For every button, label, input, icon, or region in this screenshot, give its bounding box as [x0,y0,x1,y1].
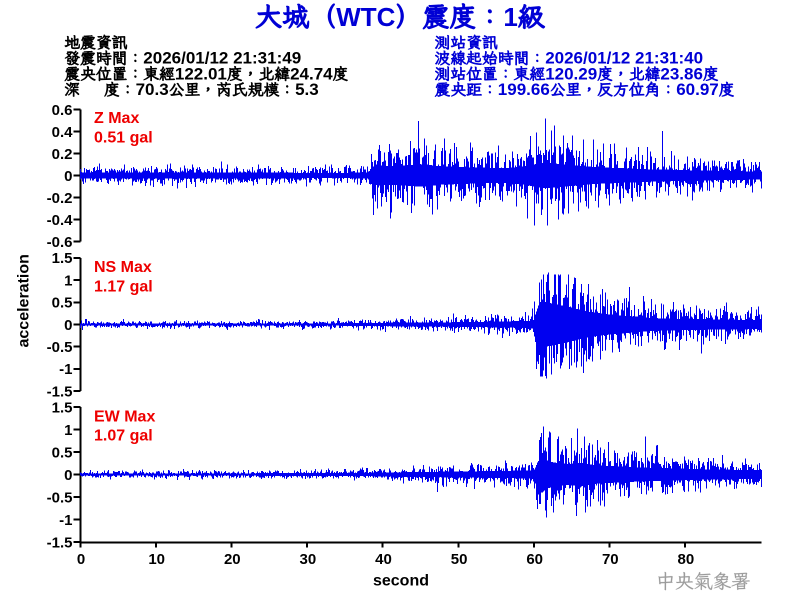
svg-text:5.3: 5.3 [295,80,319,99]
svg-text:20: 20 [224,551,241,568]
svg-text:60.97: 60.97 [676,80,719,99]
svg-text:1: 1 [64,422,72,439]
svg-text:30: 30 [300,551,317,568]
svg-text:-0.4: -0.4 [47,212,74,229]
svg-text:0.51 gal: 0.51 gal [94,130,153,147]
svg-text:-0.5: -0.5 [47,489,73,506]
svg-text:70: 70 [602,551,619,568]
svg-text:0.5: 0.5 [52,295,73,312]
svg-text:-0.6: -0.6 [47,234,73,251]
svg-text:1: 1 [503,2,517,32]
svg-text:second: second [373,573,429,590]
svg-text:60: 60 [526,551,543,568]
svg-text:0: 0 [64,168,72,185]
svg-text:50: 50 [451,551,468,568]
svg-text:1: 1 [64,272,72,289]
svg-text:40: 40 [375,551,392,568]
svg-text:-1: -1 [59,361,72,378]
svg-text:-0.2: -0.2 [47,190,73,207]
svg-text:1.17 gal: 1.17 gal [94,278,153,295]
svg-text:23.86: 23.86 [660,64,703,83]
svg-text:WTC: WTC [336,2,395,32]
svg-text:0.6: 0.6 [52,102,73,119]
svg-text:2026/01/12 21:31:49: 2026/01/12 21:31:49 [143,49,301,68]
svg-text:-1.5: -1.5 [47,534,73,551]
svg-text:0: 0 [77,551,85,568]
svg-text:122.01: 122.01 [175,64,227,83]
svg-text:EW Max: EW Max [94,408,155,425]
svg-text:0.2: 0.2 [52,146,73,163]
svg-text:2026/01/12 21:31:40: 2026/01/12 21:31:40 [545,49,703,68]
svg-text:80: 80 [678,551,695,568]
svg-text:0: 0 [64,317,72,334]
svg-text:0: 0 [64,467,72,484]
svg-text:0.5: 0.5 [52,444,73,461]
svg-text:-0.5: -0.5 [47,339,73,356]
svg-text:70.3: 70.3 [136,80,169,99]
svg-text:120.29: 120.29 [545,64,597,83]
svg-text:NS Max: NS Max [94,259,152,276]
svg-text:199.66: 199.66 [498,80,550,99]
svg-text:1.5: 1.5 [52,399,73,416]
svg-text:Z Max: Z Max [94,110,139,127]
svg-text:1.5: 1.5 [52,250,73,267]
svg-text:1.07 gal: 1.07 gal [94,428,153,445]
svg-text:-1.5: -1.5 [47,383,73,400]
svg-text:24.74: 24.74 [290,64,333,83]
svg-text:acceleration: acceleration [15,254,32,347]
svg-text:10: 10 [148,551,165,568]
svg-text:-1: -1 [59,512,72,529]
svg-text:0.4: 0.4 [52,124,74,141]
